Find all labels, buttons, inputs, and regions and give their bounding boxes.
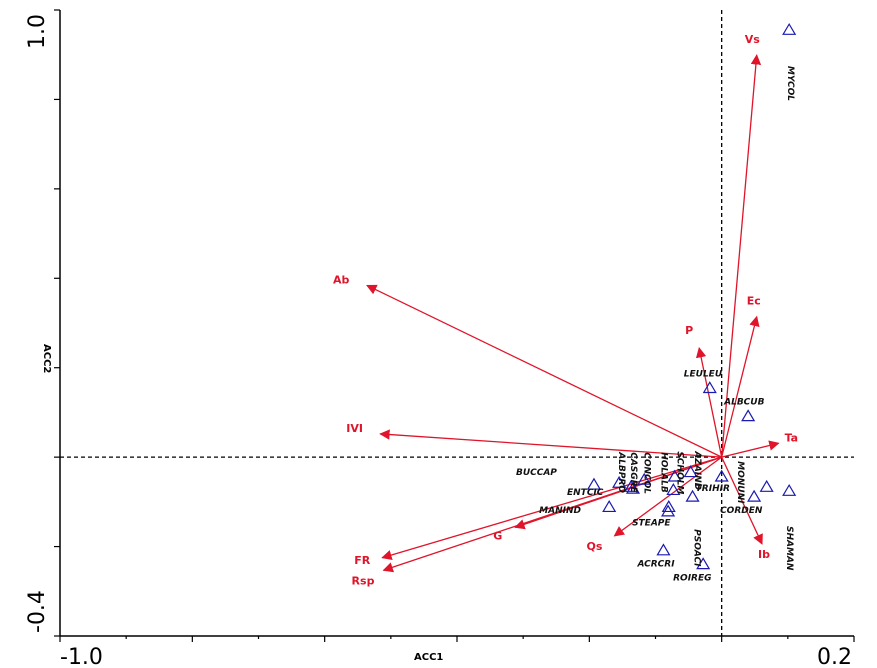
reference-lines — [60, 10, 854, 636]
species-label-trihir: TRIHIR — [696, 484, 730, 494]
x-tick-label-right: 0.2 — [817, 645, 852, 668]
vector-label-ib: Ib — [758, 548, 770, 561]
species-point-albpro — [612, 475, 627, 488]
species-point-trihir — [714, 469, 729, 482]
species-point-entcic — [625, 481, 641, 494]
vector-fr — [381, 456, 722, 561]
species-point-scholm — [683, 465, 698, 478]
species-point-roireg — [696, 557, 711, 570]
vector-ib — [721, 456, 763, 545]
environmental-vectors: Vs Ec P Ab IVI Ta Ib Qs G FR Rsp — [333, 33, 798, 587]
species-vlabel-scholm: SCHOLM — [674, 451, 684, 494]
y-tick-label-top: 1.0 — [25, 14, 50, 49]
species-point-leuleu — [702, 381, 717, 394]
vector-ab — [366, 284, 722, 458]
species-vlabel-monuni: MONUNI — [735, 461, 745, 504]
species-point-manind — [602, 500, 617, 513]
vector-label-g: G — [493, 529, 502, 542]
y-tick-label-bottom: -0.4 — [25, 590, 50, 633]
vector-ec — [721, 315, 760, 458]
species-point-holalb — [667, 469, 682, 482]
species-label-manind: MANIND — [539, 506, 581, 516]
vector-vs — [721, 54, 762, 458]
species-point-monuni — [759, 479, 774, 492]
y-axis-title: ACC2 — [41, 344, 52, 373]
species-point-steape — [661, 504, 676, 517]
species-label-entcic: ENTCIC — [567, 488, 604, 498]
species-point-mycol — [782, 22, 797, 35]
vector-ivi — [379, 429, 722, 458]
species-vlabel-concol: CONCOL — [641, 452, 651, 494]
species-label-albcub: ALBCUB — [723, 397, 764, 407]
species-point-shaman — [782, 483, 797, 496]
species-point-buccap — [586, 477, 602, 490]
vector-label-ab: Ab — [333, 273, 350, 286]
species-vlabel-mycol: MYCOL — [785, 66, 795, 101]
vector-label-ta: Ta — [785, 431, 799, 444]
species-vlabel-holalb: HOLALB — [658, 452, 668, 493]
labels-layer: 1.0 -0.4 -1.0 0.2 ACC1 ACC2 — [25, 14, 852, 668]
species-vlabel-azaind: AZAIND — [692, 450, 702, 490]
species-point-acrcri — [656, 543, 671, 556]
species-vlabel-casgre: CASGRE — [628, 452, 638, 493]
vector-p — [695, 347, 723, 458]
x-tick-label-left: -1.0 — [60, 645, 103, 668]
species-vlabel-shaman: SHAMAN — [784, 526, 794, 571]
vector-label-ec: Ec — [747, 295, 761, 308]
species-point-casgre — [623, 479, 639, 492]
species-label-buccap: BUCCAP — [516, 468, 557, 478]
vector-label-fr: FR — [354, 554, 371, 567]
vector-label-qs: Qs — [586, 540, 602, 553]
vector-label-rsp: Rsp — [352, 574, 375, 587]
species-point-azaind — [666, 483, 681, 496]
vector-qs — [613, 456, 723, 537]
vector-label-ivi: IVI — [346, 422, 363, 435]
vector-label-vs: Vs — [745, 33, 761, 46]
species-label-roireg: ROIREG — [673, 573, 711, 583]
species-point-psoaci — [685, 489, 700, 502]
vector-ta — [721, 440, 780, 458]
species-label-corden: CORDEN — [720, 506, 763, 516]
species-point-albcub — [741, 409, 756, 422]
species-point-concol — [637, 472, 652, 485]
species-vlabel-psoaci: PSOACI — [692, 529, 702, 567]
species-label-steape: STEAPE — [632, 519, 671, 529]
vector-rsp — [382, 456, 722, 573]
species-point-acachu — [661, 500, 676, 513]
species-vlabel-albpro: ALBPRO — [616, 451, 626, 493]
species-label-acrcri: ACRCRI — [636, 560, 675, 570]
species-point-corden — [747, 489, 762, 502]
species-label-leuleu: LEULEU — [684, 369, 723, 379]
x-axis-title: ACC1 — [414, 652, 443, 663]
species-points: LEULEU ALBCUB MANIND BUCCAP ENTCIC TRIHIR CORD… — [516, 22, 797, 583]
vector-label-p: P — [685, 324, 693, 337]
